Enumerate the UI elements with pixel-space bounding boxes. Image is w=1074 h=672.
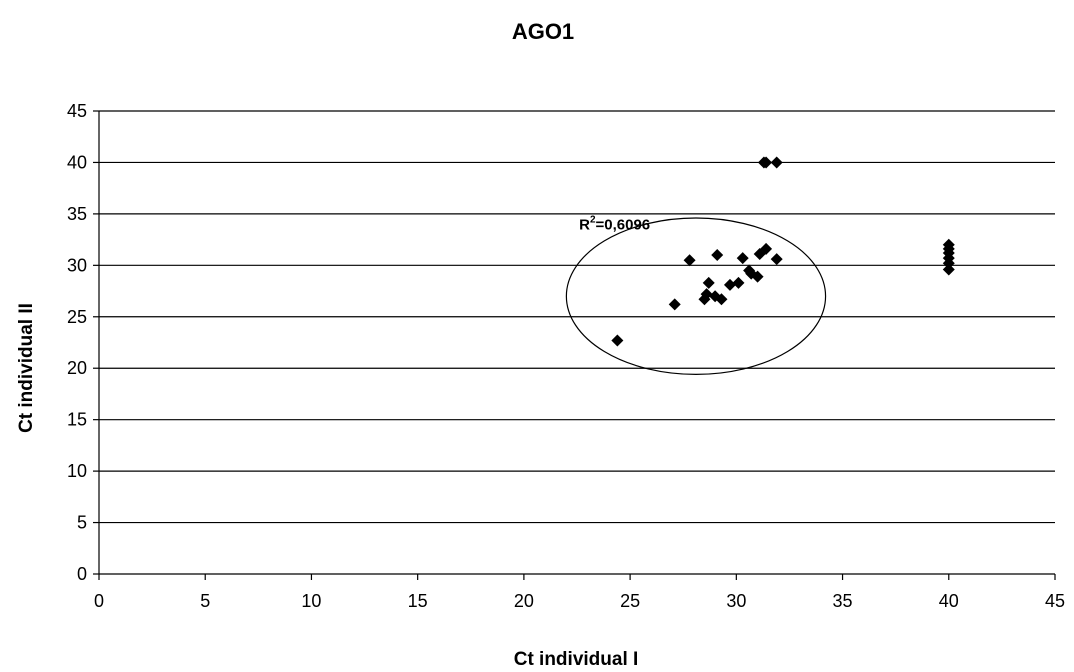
- y-tick-labels: 0 5 10 15 20 25 30 35 40 45: [67, 101, 87, 584]
- y-tick-label-25: 25: [67, 307, 87, 327]
- y-tick-label-45: 45: [67, 101, 87, 121]
- chart-title: AGO1: [512, 19, 574, 44]
- data-points: [611, 156, 955, 347]
- x-tick-label-0: 0: [94, 591, 104, 611]
- x-axis-label: Ct individual I: [514, 649, 639, 670]
- data-point-11: [736, 252, 749, 265]
- data-point-21: [942, 263, 955, 276]
- data-point-9: [723, 278, 736, 291]
- data-point-8: [715, 293, 728, 306]
- y-tick-label-30: 30: [67, 255, 87, 275]
- y-tick-label-10: 10: [67, 461, 87, 481]
- x-tick-label-5: 5: [200, 591, 210, 611]
- x-tick-label-20: 20: [514, 591, 534, 611]
- x-tick-label-30: 30: [726, 591, 746, 611]
- x-tick-label-10: 10: [301, 591, 321, 611]
- data-point-5: [702, 276, 715, 289]
- data-point-20: [770, 253, 783, 266]
- data-point-0: [611, 334, 624, 347]
- y-axis-label: Ct individual II: [16, 303, 37, 433]
- x-tick-labels: 0 5 10 15 20 25 30 35 40 45: [94, 591, 1065, 611]
- data-point-16: [760, 242, 773, 255]
- axes: [93, 110, 1056, 580]
- data-point-4: [700, 288, 713, 301]
- x-tick-label-25: 25: [620, 591, 640, 611]
- y-tick-label-0: 0: [77, 564, 87, 584]
- r-squared-annotation: R2=0,6096: [579, 214, 650, 233]
- data-point-14: [751, 270, 764, 283]
- highlight-ellipse: [565, 217, 827, 375]
- data-point-19: [770, 156, 783, 169]
- y-tick-label-20: 20: [67, 358, 87, 378]
- y-tick-label-5: 5: [77, 513, 87, 533]
- y-tick-label-35: 35: [67, 204, 87, 224]
- y-tick-label-40: 40: [67, 152, 87, 172]
- data-point-2: [683, 254, 696, 267]
- data-point-10: [732, 276, 745, 289]
- r-squared-sup: 2: [590, 214, 596, 225]
- r-squared-base: R: [579, 216, 590, 233]
- x-tick-label-40: 40: [939, 591, 959, 611]
- y-tick-label-15: 15: [67, 410, 87, 430]
- data-point-26: [942, 238, 955, 251]
- r-squared-value: =0,6096: [596, 216, 651, 233]
- data-point-7: [711, 249, 724, 262]
- data-point-1: [668, 298, 681, 311]
- gridlines: [99, 110, 1055, 524]
- data-point-18: [760, 156, 773, 169]
- x-tick-label-35: 35: [833, 591, 853, 611]
- x-tick-label-15: 15: [408, 591, 428, 611]
- x-tick-label-45: 45: [1045, 591, 1065, 611]
